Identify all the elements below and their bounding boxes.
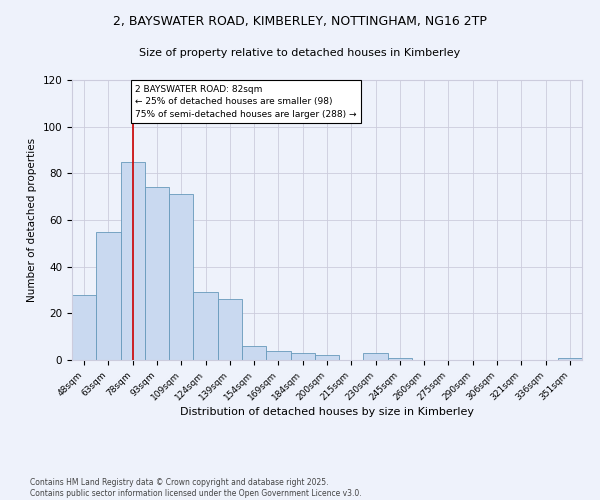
X-axis label: Distribution of detached houses by size in Kimberley: Distribution of detached houses by size …	[180, 408, 474, 418]
Bar	[193, 292, 218, 360]
Bar	[290, 353, 315, 360]
Text: Contains HM Land Registry data © Crown copyright and database right 2025.
Contai: Contains HM Land Registry data © Crown c…	[30, 478, 362, 498]
Text: 2 BAYSWATER ROAD: 82sqm
← 25% of detached houses are smaller (98)
75% of semi-de: 2 BAYSWATER ROAD: 82sqm ← 25% of detache…	[135, 84, 356, 118]
Bar	[558, 358, 582, 360]
Bar	[72, 294, 96, 360]
Bar	[218, 300, 242, 360]
Bar	[96, 232, 121, 360]
Bar	[364, 353, 388, 360]
Bar	[266, 350, 290, 360]
Bar	[315, 356, 339, 360]
Bar	[242, 346, 266, 360]
Bar	[169, 194, 193, 360]
Bar	[121, 162, 145, 360]
Y-axis label: Number of detached properties: Number of detached properties	[27, 138, 37, 302]
Text: Size of property relative to detached houses in Kimberley: Size of property relative to detached ho…	[139, 48, 461, 58]
Text: 2, BAYSWATER ROAD, KIMBERLEY, NOTTINGHAM, NG16 2TP: 2, BAYSWATER ROAD, KIMBERLEY, NOTTINGHAM…	[113, 15, 487, 28]
Bar	[145, 188, 169, 360]
Bar	[388, 358, 412, 360]
